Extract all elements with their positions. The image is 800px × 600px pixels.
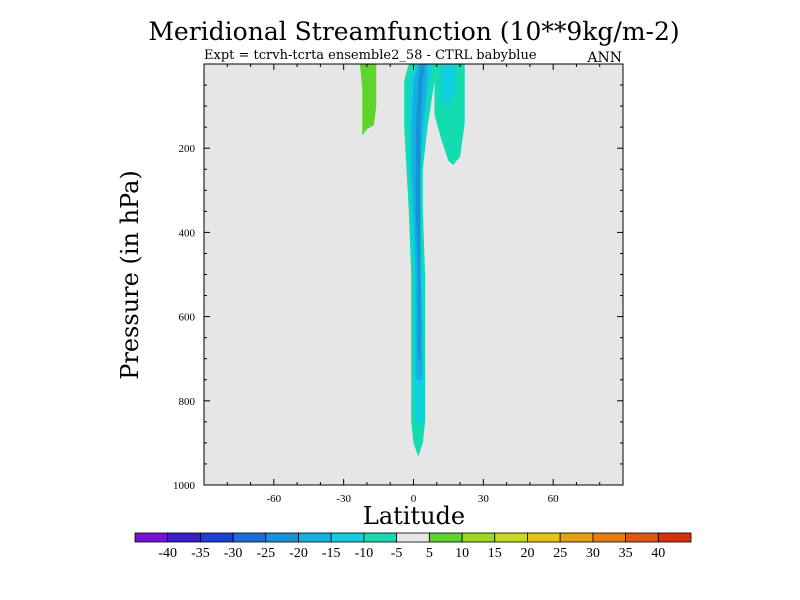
colorbar-label: 5 xyxy=(426,546,433,561)
colorbar-label: 15 xyxy=(488,546,502,561)
colorbar-label: -5 xyxy=(391,546,403,561)
colorbar-label: -25 xyxy=(256,546,275,561)
colorbar-swatch xyxy=(625,532,659,543)
colorbar-label: -20 xyxy=(289,546,308,561)
colorbar-swatch xyxy=(592,532,626,543)
y-tick-label: 800 xyxy=(179,396,196,408)
colorbar-swatch xyxy=(428,532,463,543)
contour-regions xyxy=(360,64,465,457)
colorbar-swatch xyxy=(657,532,692,543)
colorbar-label: 40 xyxy=(651,546,665,561)
chart-title: Meridional Streamfunction (10**9kg/m-2) xyxy=(148,17,679,46)
contour-region-sh-positive-lobe xyxy=(360,64,377,136)
colorbar-label: -35 xyxy=(191,546,210,561)
axis-ticks: -60 -30 0 30 60 200 400 600 800 1000 xyxy=(173,64,623,505)
contour-region-nh-upper-lobe-inner xyxy=(441,64,456,107)
colorbar-label: 10 xyxy=(455,546,469,561)
colorbar-swatch xyxy=(134,532,169,543)
x-tick-label: -60 xyxy=(266,493,281,505)
colorbar-swatch xyxy=(298,532,332,543)
colorbar-label: -10 xyxy=(355,546,374,561)
colorbar-swatch xyxy=(200,532,234,543)
x-tick-label: 0 xyxy=(411,493,417,505)
x-axis-label: Latitude xyxy=(363,502,465,530)
colorbar-swatch xyxy=(232,532,267,543)
colorbar-swatch xyxy=(265,532,299,543)
season-label: ANN xyxy=(586,50,622,66)
colorbar-swatch xyxy=(527,532,561,543)
colorbar-swatch xyxy=(167,532,201,543)
x-tick-label: 30 xyxy=(478,493,490,505)
chart-subtitle: Expt = tcrvh-tcrta ensemble2_58 - CTRL b… xyxy=(204,48,537,63)
y-tick-label: 600 xyxy=(179,312,196,324)
colorbar-swatch xyxy=(330,532,365,543)
colorbar-label: 30 xyxy=(586,546,600,561)
y-tick-label: 1000 xyxy=(173,480,196,492)
colorbar-label: 20 xyxy=(521,546,535,561)
colorbar-swatch xyxy=(363,532,398,543)
colorbar-label: -40 xyxy=(158,546,177,561)
x-tick-label: -30 xyxy=(336,493,351,505)
colorbar-swatch xyxy=(461,532,496,543)
colorbar-label: 35 xyxy=(619,546,633,561)
colorbar-label: -15 xyxy=(322,546,341,561)
y-tick-label: 200 xyxy=(179,143,196,155)
y-tick-label: 400 xyxy=(179,227,196,239)
colorbar-label: 25 xyxy=(553,546,567,561)
colorbar-swatch xyxy=(559,532,594,543)
colorbar-swatch xyxy=(494,532,528,543)
x-tick-label: 60 xyxy=(548,493,560,505)
colorbar: -40 -35 -30 -25 -20 -15 -10 -5 5 10 15 20 25 30 35 40 xyxy=(134,532,692,561)
y-axis-label: Pressure (in hPa) xyxy=(116,170,144,380)
plot-area: -60 -30 0 30 60 200 400 600 800 1000 xyxy=(173,63,624,505)
colorbar-swatch xyxy=(396,532,430,543)
colorbar-label: -30 xyxy=(224,546,243,561)
contour-region-central-cell-core xyxy=(415,64,426,359)
